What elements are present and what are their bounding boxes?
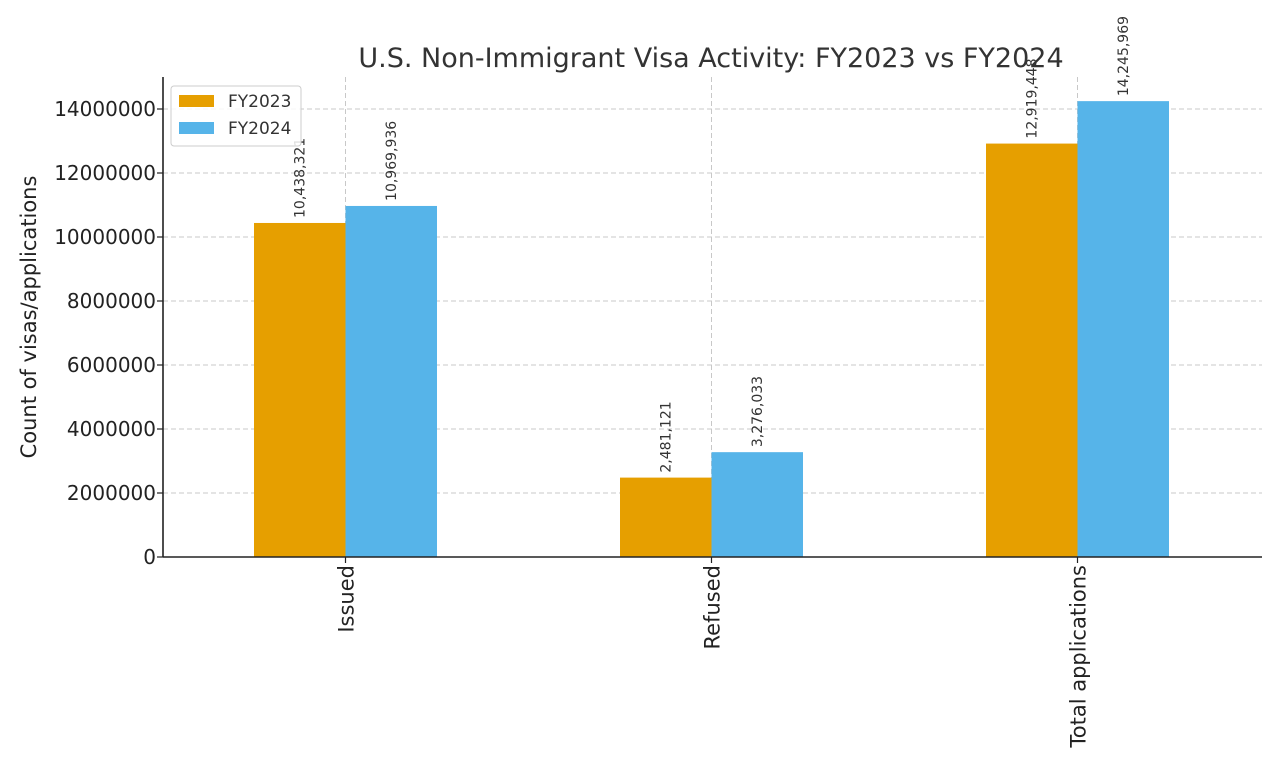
y-tick-label: 14000000 [54, 97, 156, 121]
bar-fy2023-issued [254, 222, 346, 557]
chart-title: U.S. Non-Immigrant Visa Activity: FY2023… [358, 43, 1063, 74]
y-ticks: 0 2000000 4000000 6000000 8000000 10000000 120… [54, 97, 163, 569]
x-tick-label: Total applications [1067, 565, 1091, 749]
y-tick-label: 0 [143, 545, 156, 569]
legend-swatch-fy2024 [179, 122, 214, 134]
legend: FY2023 FY2024 [170, 85, 302, 147]
data-label-fy2024-refused: 3,276,033 [750, 376, 766, 447]
bar-fy2023-refused [620, 477, 712, 557]
x-tick-label: Issued [335, 565, 359, 633]
data-labels: 10,438,321 2,481,121 12,919,448 10,969,936 3… [293, 16, 1133, 473]
y-tick-label: 8000000 [67, 289, 156, 313]
data-label-fy2023-refused: 2,481,121 [659, 401, 675, 472]
y-tick-label: 12000000 [54, 161, 156, 185]
data-label-fy2023-total-applications: 12,919,448 [1025, 58, 1041, 138]
data-label-fy2024-total-applications: 14,245,969 [1116, 16, 1132, 96]
y-tick-label: 2000000 [67, 481, 156, 505]
bar-fy2024-total-applications [1077, 101, 1169, 557]
bar-fy2023-total-applications [986, 143, 1078, 557]
y-tick-label: 6000000 [67, 353, 156, 377]
y-axis-label: Count of visas/applications [17, 176, 41, 459]
x-ticks: Issued Refused Total applications [335, 557, 1091, 749]
legend-swatch-fy2023 [179, 95, 214, 107]
data-label-fy2024-issued: 10,969,936 [384, 121, 400, 201]
bars [254, 101, 1169, 558]
bar-fy2024-refused [711, 452, 803, 557]
y-tick-label: 4000000 [67, 417, 156, 441]
bar-fy2024-issued [345, 205, 437, 558]
x-tick-label: Refused [701, 565, 725, 649]
legend-label-fy2024: FY2024 [228, 119, 291, 139]
y-tick-label: 10000000 [54, 225, 156, 249]
legend-label-fy2023: FY2023 [228, 92, 291, 112]
data-label-fy2023-issued: 10,438,321 [293, 138, 309, 218]
axes [162, 77, 1262, 558]
